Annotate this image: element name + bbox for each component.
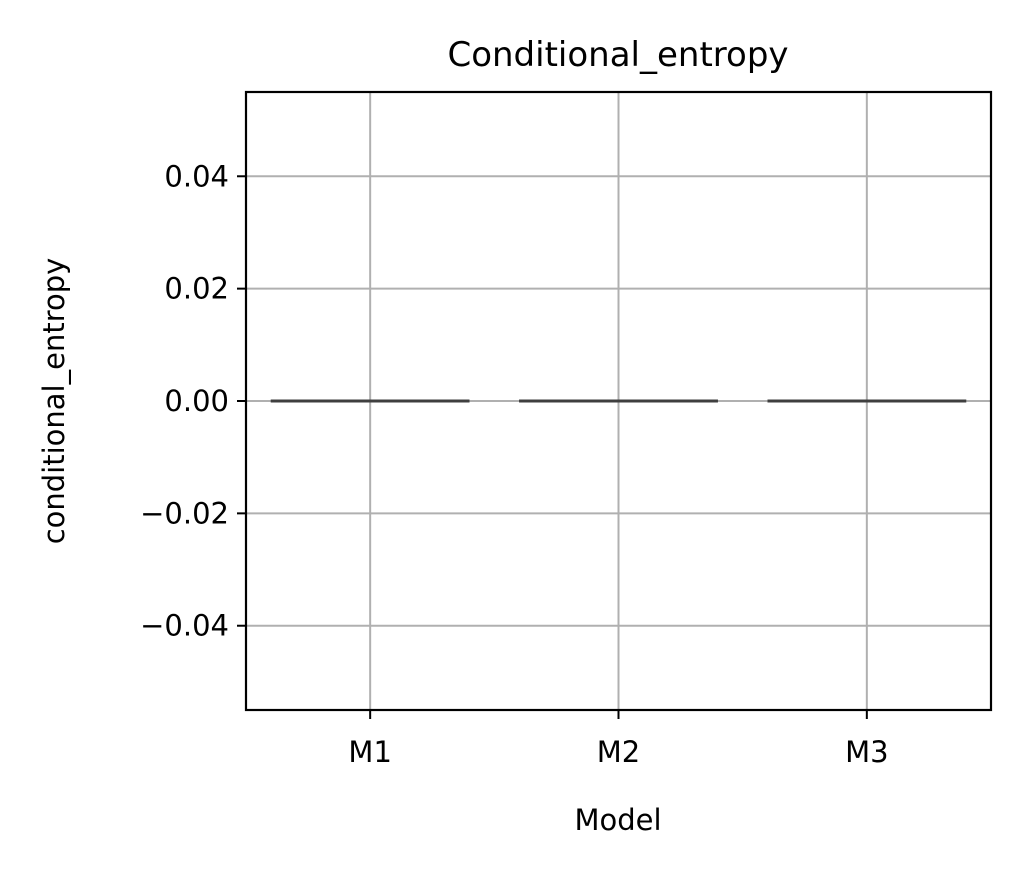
y-tick-label: −0.02: [140, 496, 229, 530]
x-tick-label: M3: [845, 735, 888, 769]
y-tick-label: 0.04: [164, 159, 229, 193]
y-tick-label: −0.04: [140, 609, 229, 643]
x-axis-label: Model: [574, 803, 661, 837]
y-tick-label: 0.02: [164, 272, 229, 306]
y-axis-label: conditional_entropy: [37, 258, 71, 545]
x-tick-label: M1: [348, 735, 391, 769]
box-marks: [270, 399, 967, 403]
axis-ticks: −0.04 −0.02 0.00 0.02 0.04 M1 M2 M3: [140, 159, 888, 769]
x-tick-label: M2: [597, 735, 640, 769]
y-tick-label: 0.00: [164, 384, 229, 418]
chart-title: Conditional_entropy: [447, 35, 788, 75]
